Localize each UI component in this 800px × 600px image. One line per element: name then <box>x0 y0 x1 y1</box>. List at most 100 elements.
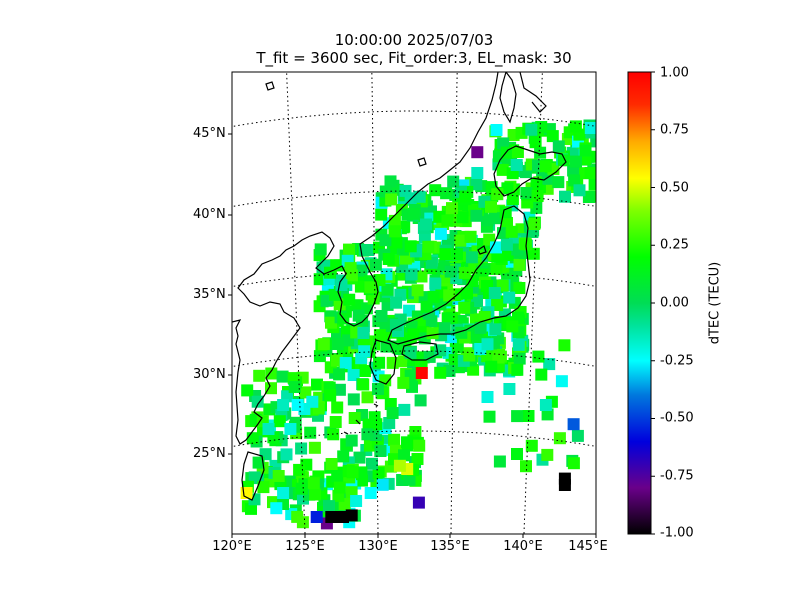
dtec-cell <box>339 357 352 369</box>
dtec-cell <box>245 502 257 515</box>
dtec-cell <box>397 376 410 389</box>
dtec-cell <box>299 386 312 399</box>
shikoku-coastline <box>401 341 439 361</box>
dtec-cells <box>240 119 596 530</box>
dtec-cell <box>527 247 540 260</box>
dtec-cell <box>337 450 350 463</box>
dtec-cell <box>388 214 401 227</box>
dtec-cell <box>262 423 275 435</box>
graticule-line <box>595 53 629 565</box>
dtec-cell <box>584 122 596 134</box>
dtec-cell <box>427 290 440 303</box>
dtec-cell <box>497 137 510 150</box>
dtec-cell <box>493 455 506 468</box>
dtec-cell <box>280 448 293 461</box>
dtec-cell <box>567 418 580 431</box>
lon-label-120: 120°E <box>212 539 252 554</box>
dtec-cell <box>426 327 439 340</box>
dtec-cell <box>483 410 496 423</box>
dtec-cell <box>506 193 519 205</box>
dtec-cell <box>388 433 401 446</box>
title-time: 10:00:00 2025/07/03 <box>334 31 494 49</box>
dtec-cell <box>420 218 432 231</box>
dtec-cell <box>331 338 344 350</box>
dtec-cell <box>345 434 358 447</box>
dtec-cell <box>552 176 565 189</box>
lon-label-125: 125°E <box>285 539 325 554</box>
dtec-cell <box>311 378 323 391</box>
dtec-cell <box>447 175 460 188</box>
dtec-cell <box>506 320 519 333</box>
dtec-cell <box>528 218 541 230</box>
honshu-coastline <box>387 205 531 345</box>
dtec-cell <box>511 146 524 158</box>
dtec-cell <box>490 262 503 275</box>
dtec-cell <box>520 187 533 199</box>
dtec-cell <box>463 349 476 362</box>
dtec-cell <box>530 201 543 214</box>
dtec-cell <box>470 209 483 222</box>
dtec-cell <box>481 338 494 351</box>
dtec-cell <box>501 249 514 261</box>
dtec-cell <box>407 207 420 220</box>
dtec-cell <box>485 360 498 373</box>
cb-tick-label: -0.50 <box>660 410 694 426</box>
dtec-cell <box>308 441 321 454</box>
dtec-cell <box>313 273 326 286</box>
dtec-cell <box>323 500 335 513</box>
dtec-cell <box>525 123 538 136</box>
dtec-cell <box>567 457 580 470</box>
dtec-cell <box>309 488 322 501</box>
dtec-cell <box>491 250 504 263</box>
dtec-cell <box>241 384 254 397</box>
dtec-cell <box>501 182 514 195</box>
dtec-cell <box>448 353 461 366</box>
sakhalin-south-islet <box>265 81 275 91</box>
dtec-cell <box>489 212 501 225</box>
dtec-cell <box>376 478 389 491</box>
dtec-cell <box>251 395 264 408</box>
dtec-cell <box>590 150 596 163</box>
dtec-cell <box>590 135 596 148</box>
dtec-cell <box>411 453 424 465</box>
dtec-cell <box>341 254 354 267</box>
dtec-cell <box>317 338 330 351</box>
dtec-cell <box>325 511 338 523</box>
dtec-cell <box>511 410 524 423</box>
dtec-cell <box>584 167 596 179</box>
dtec-cell <box>503 383 516 395</box>
dtec-cell <box>570 155 582 168</box>
colorbar <box>627 71 652 535</box>
dtec-cell <box>257 481 270 494</box>
dtec-cell <box>398 449 410 462</box>
dtec-cell <box>446 202 458 215</box>
dtec-cell <box>353 451 366 464</box>
lat-label-30: 30°N <box>193 367 226 382</box>
dtec-cell <box>458 301 471 314</box>
dtec-cell <box>535 368 548 381</box>
dtec-cell <box>510 159 523 171</box>
title-params: T_fit = 3600 sec, Fit_order:3, EL_mask: … <box>256 49 572 67</box>
dtec-cell <box>252 456 265 469</box>
dtec-cell <box>465 251 478 264</box>
dtec-cell <box>296 516 309 529</box>
dtec-cell <box>500 238 513 251</box>
dtec-cell <box>253 369 266 382</box>
dtec-cell <box>513 282 526 294</box>
dtec-cell <box>398 403 411 416</box>
dtec-cell <box>464 230 477 243</box>
dtec-cell <box>347 369 360 381</box>
dtec-cell <box>558 472 571 485</box>
dtec-cell <box>568 174 581 187</box>
dtec-cell <box>467 363 480 376</box>
dtec-cell <box>415 270 428 283</box>
dtec-cell <box>444 265 457 278</box>
dtec-cell <box>411 284 424 297</box>
dtec-cell <box>458 249 471 262</box>
dtec-cell <box>356 314 369 327</box>
dtec-cell <box>491 188 504 201</box>
dtec-cell <box>295 482 308 495</box>
dtec-cell <box>505 225 518 238</box>
dtec-cell <box>441 312 454 325</box>
dtec-cell <box>389 225 402 238</box>
